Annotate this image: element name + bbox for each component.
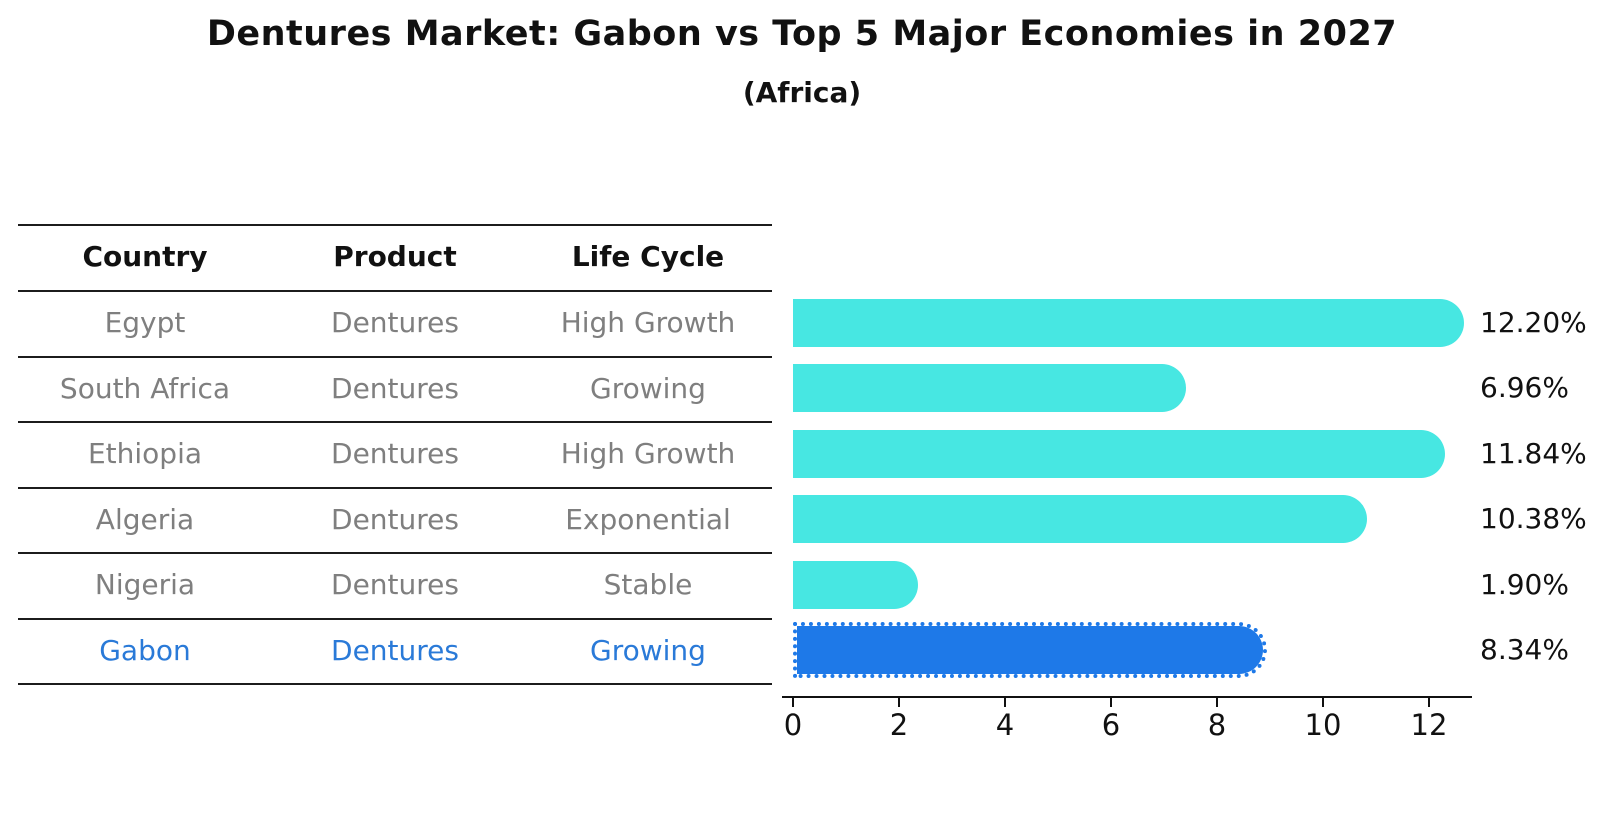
table-cell-product: Dentures bbox=[331, 568, 459, 601]
x-axis-tick bbox=[1216, 698, 1218, 707]
x-axis-tick bbox=[1428, 698, 1430, 707]
table-cell-country: South Africa bbox=[59, 371, 231, 405]
table-cell-product-gabon: Dentures bbox=[331, 633, 459, 667]
table-cell-life-cycle: Exponential bbox=[565, 502, 731, 536]
table-line bbox=[18, 290, 772, 292]
chart-title: Dentures Market: Gabon vs Top 5 Major Ec… bbox=[206, 14, 1398, 54]
table-cell-product: Dentures bbox=[331, 306, 459, 339]
chart-subtitle: (Africa) bbox=[742, 76, 862, 109]
table-cell-product: Dentures bbox=[331, 502, 459, 536]
table-header-country: Country bbox=[82, 240, 208, 273]
x-axis-tick-label: 6 bbox=[1101, 708, 1121, 742]
table-cell-life-cycle-gabon: Growing bbox=[590, 633, 706, 667]
x-axis-tick bbox=[792, 698, 794, 707]
x-axis-tick-label: 8 bbox=[1207, 708, 1227, 742]
bar-value-label: 11.84% bbox=[1480, 436, 1587, 470]
table-cell-life-cycle: High Growth bbox=[560, 437, 736, 470]
table-cell-product: Dentures bbox=[331, 437, 459, 470]
bar-value-label: 10.38% bbox=[1480, 502, 1587, 536]
x-axis-line bbox=[782, 696, 1472, 698]
table-line bbox=[18, 421, 772, 423]
table-line bbox=[18, 683, 772, 685]
bar-egypt bbox=[793, 298, 1464, 347]
bar-south-africa bbox=[793, 364, 1186, 413]
table-line bbox=[18, 224, 772, 226]
bar-value-label: 12.20% bbox=[1480, 305, 1587, 339]
table-cell-life-cycle: Growing bbox=[590, 371, 706, 405]
x-axis-tick-label: 4 bbox=[995, 708, 1015, 742]
x-axis-tick bbox=[1004, 698, 1006, 707]
table-header-product: Product bbox=[333, 240, 457, 273]
table-line bbox=[18, 552, 772, 554]
x-axis-tick-label: 10 bbox=[1304, 708, 1342, 742]
table-cell-country: Nigeria bbox=[94, 568, 196, 601]
table-cell-country: Algeria bbox=[95, 502, 195, 536]
bar-algeria bbox=[793, 495, 1368, 544]
table-cell-life-cycle: Stable bbox=[603, 568, 693, 601]
table-line bbox=[18, 355, 772, 358]
x-axis-tick bbox=[1322, 698, 1324, 707]
bar-value-label: 6.96% bbox=[1480, 371, 1569, 405]
bar-ethiopia bbox=[793, 429, 1445, 478]
table-header-life-cycle: Life Cycle bbox=[571, 240, 725, 273]
table-cell-product: Dentures bbox=[331, 371, 459, 405]
x-axis-tick bbox=[898, 698, 900, 707]
table-line bbox=[18, 617, 772, 620]
bar-nigeria bbox=[793, 560, 918, 609]
bar-gabon-highlight bbox=[793, 622, 1268, 679]
x-axis-tick-label: 2 bbox=[889, 708, 909, 742]
bar-value-label: 8.34% bbox=[1480, 633, 1569, 667]
table-cell-country-gabon: Gabon bbox=[99, 633, 191, 667]
table-line bbox=[18, 486, 772, 489]
x-axis-tick-label: 12 bbox=[1410, 708, 1448, 742]
table-cell-country: Egypt bbox=[104, 306, 186, 339]
table-cell-life-cycle: High Growth bbox=[560, 306, 736, 339]
x-axis-tick bbox=[1110, 698, 1112, 707]
x-axis-tick-label: 0 bbox=[783, 708, 803, 742]
table-cell-country: Ethiopia bbox=[87, 437, 203, 470]
bar-value-label: 1.90% bbox=[1480, 567, 1569, 601]
